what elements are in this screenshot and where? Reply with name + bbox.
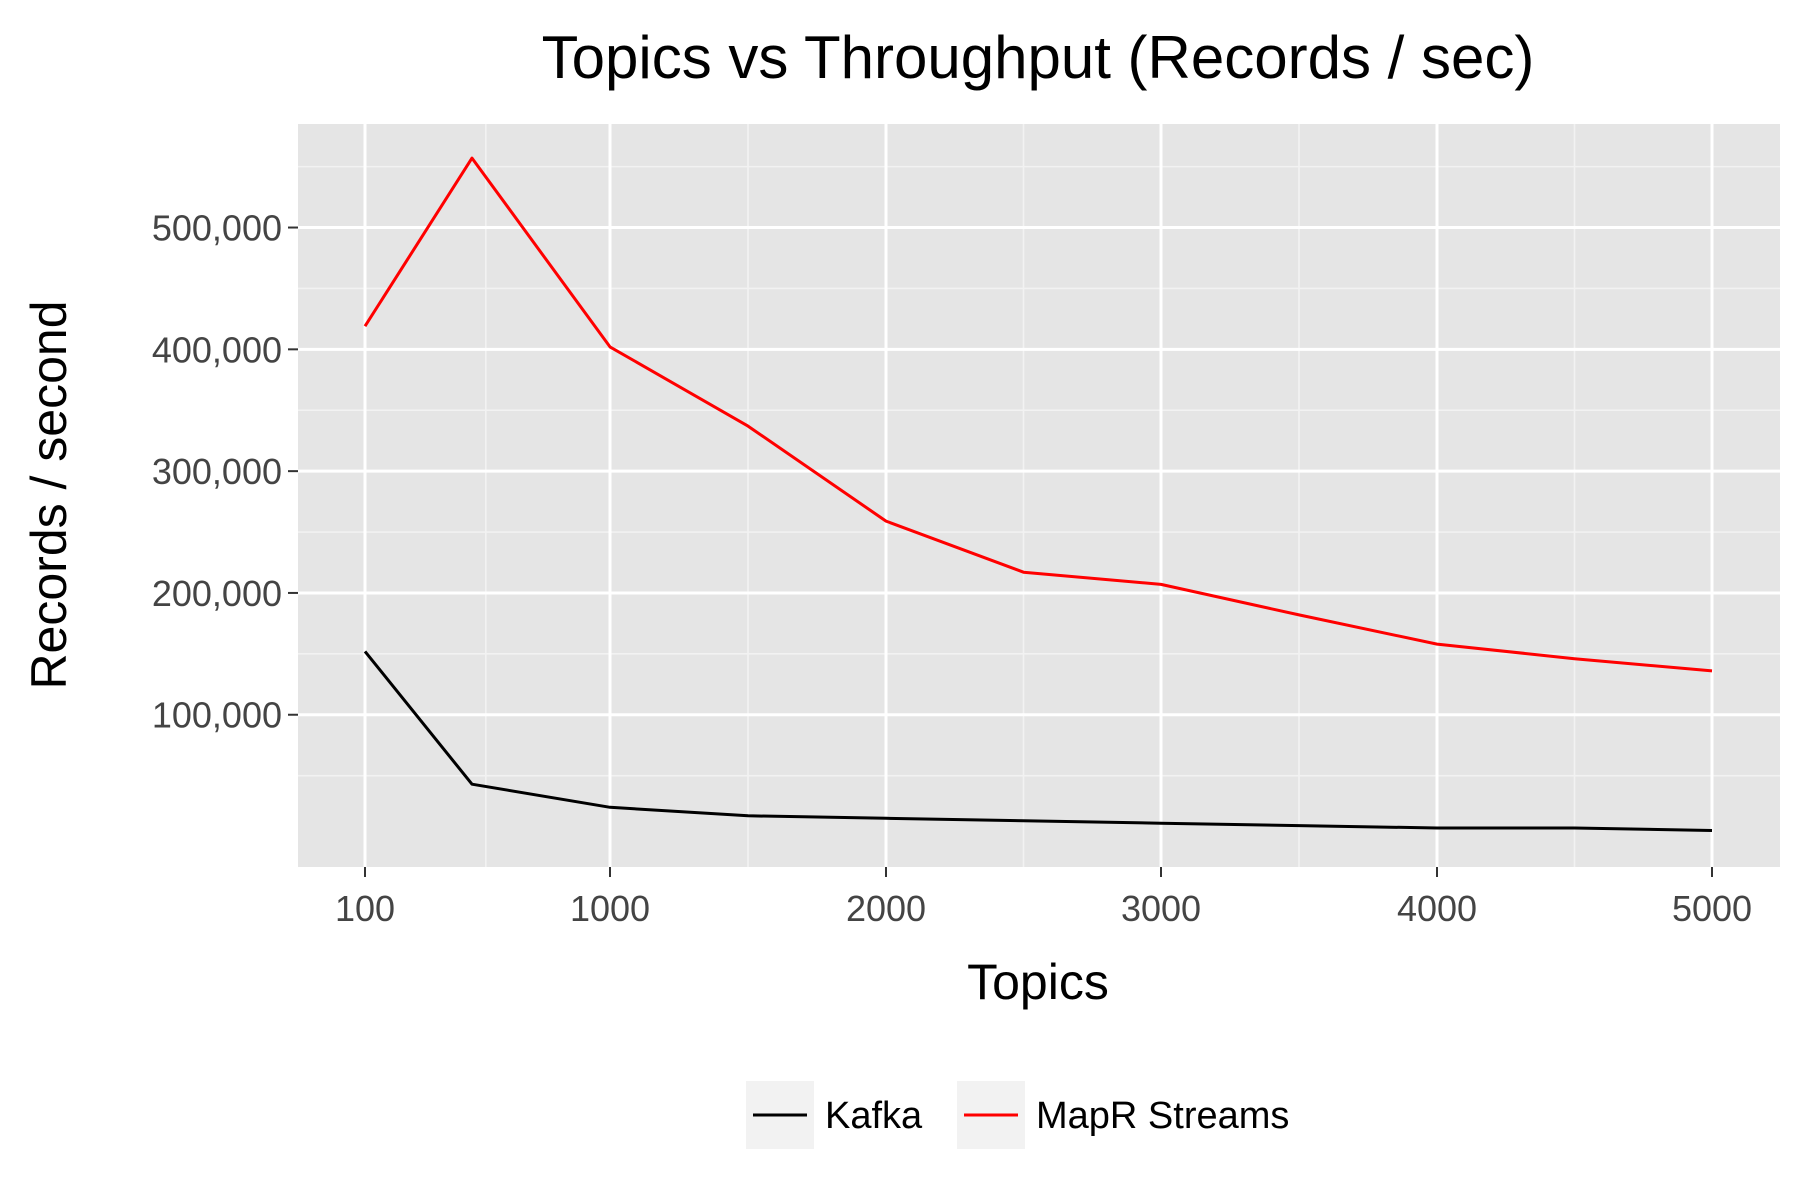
- x-axis: 100 1000 2000 3000 4000 5000: [335, 867, 1752, 929]
- legend-label-kafka: Kafka: [825, 1095, 923, 1137]
- series-line-mapr-streams: [363, 156, 1713, 673]
- x-tick-label: 5000: [1672, 888, 1752, 929]
- grid-major: [298, 124, 1780, 867]
- series-lines: [363, 156, 1713, 832]
- x-tick-label: 100: [335, 888, 395, 929]
- x-tick-label: 2000: [846, 888, 926, 929]
- y-tick-label: 300,000: [152, 451, 282, 492]
- y-tick-label: 100,000: [152, 695, 282, 736]
- series-line-kafka: [363, 650, 1713, 832]
- legend-label-mapr-streams: MapR Streams: [1036, 1095, 1289, 1137]
- y-tick-label: 400,000: [152, 329, 282, 370]
- y-tick-label: 200,000: [152, 573, 282, 614]
- x-tick-label: 1000: [570, 888, 650, 929]
- legend: Kafka MapR Streams: [746, 1081, 1289, 1149]
- x-axis-title: Topics: [967, 954, 1109, 1010]
- y-axis: 100,000 200,000 300,000 400,000 500,000: [152, 208, 298, 736]
- plot-panel: [298, 124, 1780, 867]
- y-axis-title: Records / second: [21, 300, 77, 689]
- grid-minor: [298, 124, 1780, 867]
- x-tick-label: 3000: [1121, 888, 1201, 929]
- chart-title: Topics vs Throughput (Records / sec): [542, 24, 1535, 91]
- y-tick-label: 500,000: [152, 208, 282, 249]
- x-tick-label: 4000: [1397, 888, 1477, 929]
